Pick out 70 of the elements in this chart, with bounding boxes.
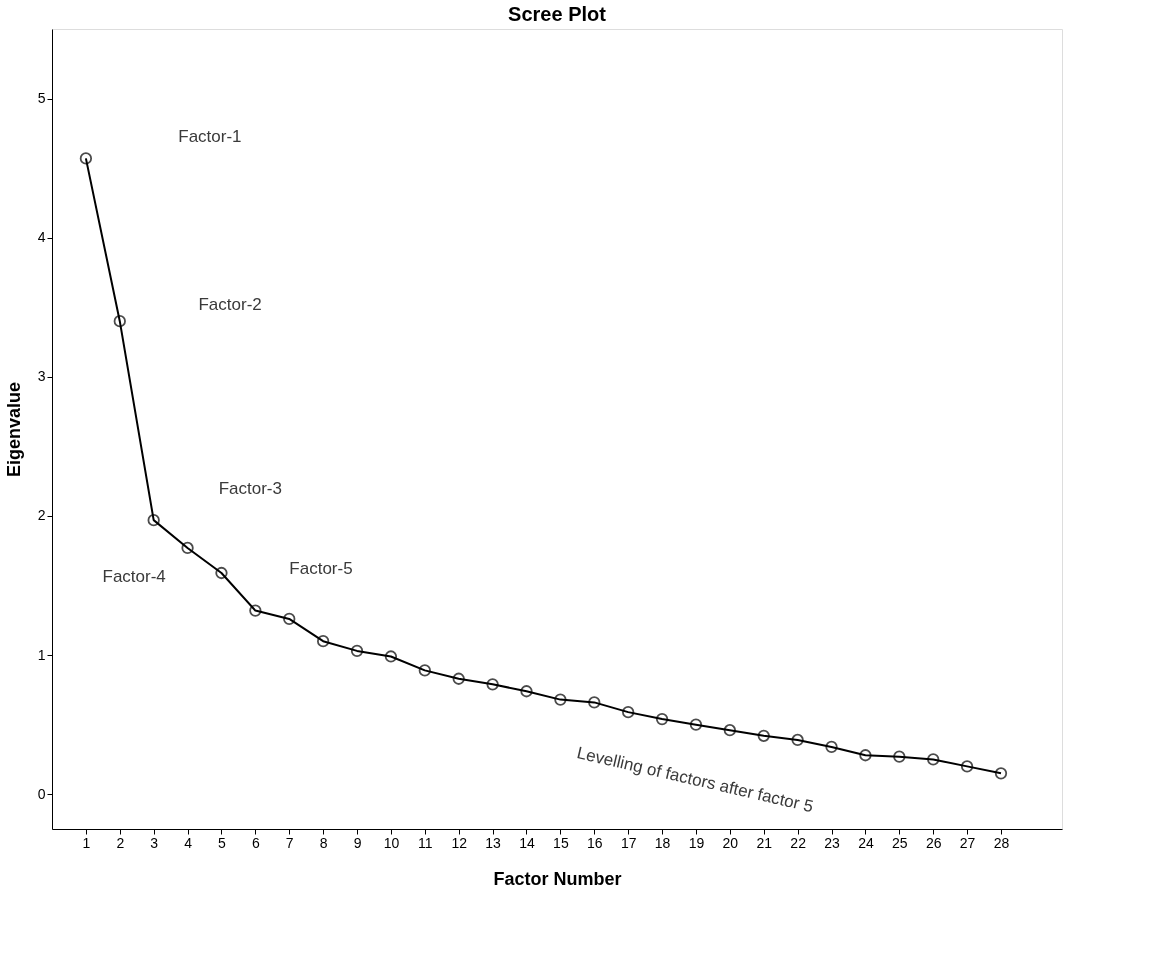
x-tick-label: 27: [959, 834, 976, 851]
point: [283, 612, 296, 626]
y-tick-label: 5: [37, 90, 46, 107]
x-tick-label: 28: [993, 834, 1010, 851]
point: [893, 750, 906, 763]
point: [588, 696, 601, 709]
x-tick-label: 1: [82, 834, 91, 851]
y-axis-title: Eigenvalue: [3, 381, 24, 478]
x-tick-label: 6: [251, 834, 260, 851]
point: [689, 718, 703, 731]
x-tick-label: 20: [722, 834, 739, 851]
annotation: Factor-2: [198, 295, 262, 314]
point: [520, 685, 533, 698]
x-tick-label: 19: [688, 834, 705, 851]
x-tick-label: 26: [925, 834, 942, 851]
point: [723, 724, 736, 737]
x-tick-label: 22: [790, 834, 807, 851]
annotation: Factor-5: [289, 559, 353, 578]
x-tick-label: 10: [383, 834, 400, 851]
x-tick-label: 16: [586, 834, 603, 851]
point: [384, 650, 398, 663]
x-axis-title: Factor Number: [493, 868, 622, 889]
point: [622, 706, 635, 719]
x-tick-label: 21: [756, 834, 773, 851]
x-tick-label: 12: [451, 834, 468, 851]
x-tick-label: 5: [218, 834, 227, 851]
point: [147, 514, 160, 527]
point: [418, 664, 431, 677]
x-tick-label: 7: [285, 834, 294, 851]
x-tick-label: 24: [858, 834, 874, 851]
point: [927, 753, 940, 766]
y-tick-label: 2: [37, 507, 46, 524]
point: [317, 635, 330, 648]
point: [655, 712, 669, 726]
x-tick-label: 15: [553, 834, 569, 851]
y-tick-label: 4: [37, 229, 46, 246]
point: [960, 760, 974, 773]
x-tick-label: 8: [319, 834, 328, 851]
point: [825, 740, 838, 754]
x-tick-label: 18: [654, 834, 671, 851]
x-tick-label: 23: [824, 834, 841, 851]
point: [452, 672, 465, 685]
y-tick-label: 3: [37, 368, 46, 385]
x-tick-label: 13: [485, 834, 502, 851]
x-tick-label: 3: [150, 834, 159, 851]
point: [859, 749, 872, 762]
annotation: Factor-4: [102, 567, 166, 586]
x-tick-label: 11: [418, 834, 433, 851]
annotation: Factor-3: [218, 479, 282, 498]
x-tick-label: 14: [519, 834, 535, 851]
y-tick-label: 0: [37, 785, 46, 802]
point: [486, 678, 499, 691]
point: [554, 693, 567, 706]
point: [249, 604, 262, 617]
x-tick-label: 2: [116, 834, 125, 851]
point: [791, 733, 804, 747]
point: [113, 315, 126, 328]
point: [350, 644, 364, 658]
point: [79, 152, 93, 165]
chart-title: Scree Plot: [508, 3, 607, 25]
point: [215, 566, 228, 580]
x-tick-label: 4: [184, 834, 193, 851]
point: [757, 729, 770, 742]
y-tick-label: 1: [37, 646, 46, 663]
annotation: Factor-1: [178, 127, 242, 146]
point: [181, 541, 194, 555]
x-tick-label: 9: [353, 834, 362, 851]
point: [994, 767, 1008, 780]
x-tick-label: 25: [892, 834, 908, 851]
x-tick-label: 17: [620, 834, 637, 851]
